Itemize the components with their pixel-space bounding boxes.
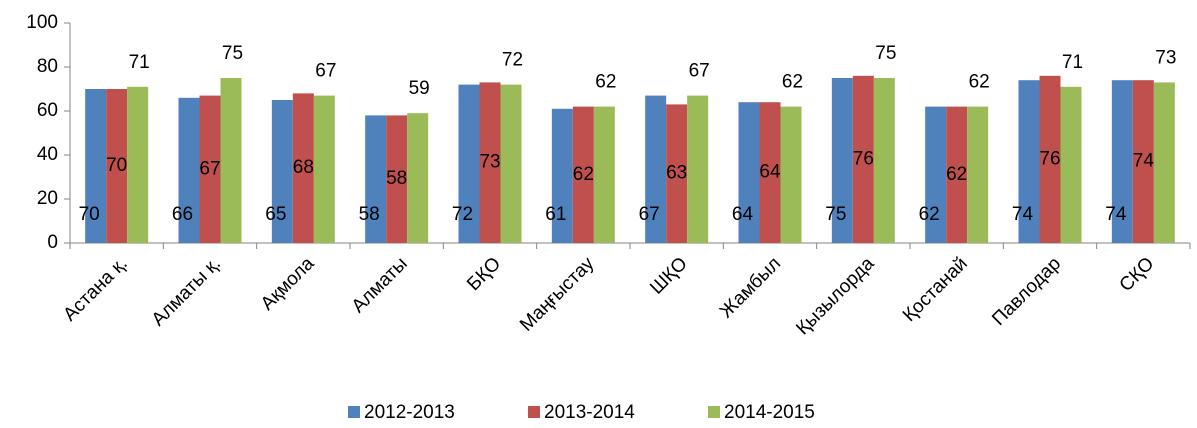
bar — [572, 106, 594, 243]
legend-swatch — [348, 406, 360, 418]
bar — [1153, 82, 1175, 244]
bar — [365, 115, 387, 243]
bar — [199, 95, 221, 243]
x-tick-label: Жамбыл — [716, 253, 785, 322]
data-label: 66 — [172, 204, 193, 225]
data-label: 76 — [853, 148, 874, 169]
data-label: 74 — [1105, 204, 1127, 225]
data-label: 59 — [409, 78, 430, 99]
data-label: 75 — [222, 43, 243, 64]
bar — [407, 113, 429, 243]
bar — [178, 97, 200, 243]
bar — [85, 89, 107, 243]
data-label: 67 — [689, 61, 710, 82]
data-label: 72 — [452, 204, 473, 225]
data-label: 70 — [106, 155, 127, 176]
x-tick-label: Ақмола — [257, 253, 319, 315]
data-label: 62 — [946, 164, 967, 185]
data-label: 71 — [1062, 52, 1083, 73]
y-tick-label: 100 — [26, 12, 58, 33]
data-label: 70 — [79, 204, 100, 225]
data-label: 62 — [573, 164, 594, 185]
bar — [386, 115, 408, 243]
x-tick-label: Алматы — [348, 253, 412, 317]
data-label: 71 — [129, 52, 150, 73]
y-tick-label: 0 — [47, 232, 58, 253]
legend-label: 2014-2015 — [724, 402, 815, 423]
x-tick-label: ШҚО — [646, 253, 691, 298]
bar — [551, 108, 573, 243]
bar — [271, 100, 293, 243]
bar — [873, 78, 895, 243]
bar — [313, 95, 335, 243]
legend-label: 2013-2014 — [544, 402, 635, 423]
data-label: 67 — [315, 61, 336, 82]
bar — [645, 95, 667, 243]
bar — [759, 102, 781, 243]
data-label: 67 — [639, 204, 660, 225]
data-label: 58 — [386, 168, 407, 189]
data-label: 75 — [875, 43, 896, 64]
bar — [220, 78, 242, 243]
bar — [458, 84, 480, 243]
bar — [593, 106, 615, 243]
data-label: 63 — [666, 163, 687, 184]
bar — [292, 93, 314, 244]
y-tick-label: 20 — [37, 188, 58, 209]
bar — [1039, 75, 1061, 243]
data-label: 76 — [1039, 148, 1060, 169]
x-tick-label: Маңғыстау — [516, 253, 599, 336]
bar — [1132, 80, 1154, 243]
legend-label: 2012-2013 — [364, 402, 455, 423]
x-tick-label: Алматы қ. — [148, 253, 225, 330]
bar — [127, 86, 149, 243]
data-label: 68 — [293, 157, 314, 178]
bar — [780, 106, 802, 243]
data-label: 58 — [359, 204, 380, 225]
data-label: 62 — [595, 72, 616, 93]
data-label: 64 — [732, 204, 754, 225]
data-label: 65 — [265, 204, 286, 225]
data-label: 74 — [1133, 151, 1155, 172]
y-tick-label: 40 — [37, 144, 58, 165]
data-label: 64 — [759, 162, 781, 183]
bar — [1060, 86, 1082, 243]
y-tick-label: 80 — [37, 56, 58, 77]
data-label: 73 — [1155, 47, 1176, 68]
x-tick-label: Қостанай — [899, 253, 972, 326]
bar — [666, 104, 688, 244]
bar — [500, 84, 522, 243]
data-label: 75 — [825, 204, 846, 225]
data-label: 62 — [919, 204, 940, 225]
x-tick-label: БҚО — [463, 253, 505, 295]
legend-swatch — [708, 406, 720, 418]
x-tick-label: Астана қ. — [60, 253, 132, 325]
bar — [479, 82, 501, 244]
data-label: 67 — [199, 158, 220, 179]
x-tick-label: Қызылорда — [792, 253, 878, 339]
data-label: 62 — [969, 72, 990, 93]
bar — [1111, 80, 1133, 243]
data-label: 62 — [782, 72, 803, 93]
bar — [1018, 80, 1040, 243]
legend-swatch — [528, 406, 540, 418]
y-tick-label: 60 — [37, 100, 58, 121]
x-tick-label: СҚО — [1116, 253, 1159, 296]
bar — [946, 106, 968, 243]
bar — [106, 89, 128, 243]
bar — [831, 78, 853, 243]
bar — [687, 95, 709, 243]
bar — [967, 106, 989, 243]
data-label: 73 — [479, 152, 500, 173]
data-label: 72 — [502, 50, 523, 71]
bar — [852, 75, 874, 243]
bar — [925, 106, 947, 243]
data-label: 61 — [545, 204, 566, 225]
data-label: 74 — [1012, 204, 1034, 225]
x-tick-label: Павлодар — [988, 253, 1065, 330]
bar — [738, 102, 760, 243]
